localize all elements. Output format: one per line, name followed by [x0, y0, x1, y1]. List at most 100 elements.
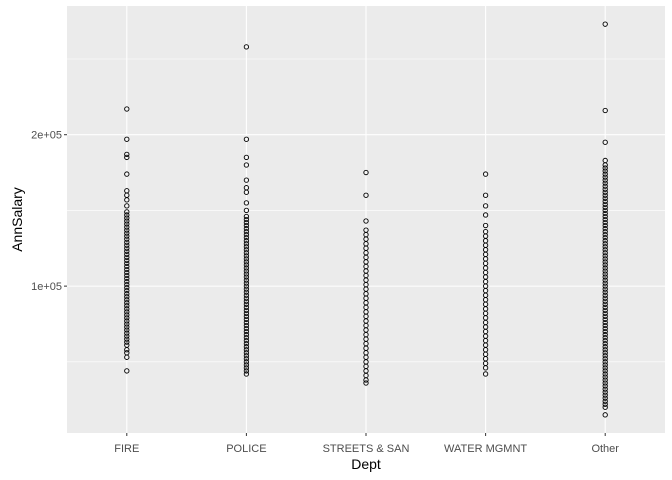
data-point [602, 271, 608, 277]
data-point [243, 200, 250, 206]
data-point [243, 265, 250, 271]
data-point [602, 337, 608, 344]
data-point [602, 280, 608, 286]
major-gridlines [67, 6, 665, 433]
data-point [243, 331, 250, 338]
data-point [482, 203, 489, 209]
data-point [602, 186, 608, 192]
x-tick-label: POLICE [226, 443, 266, 455]
data-point [243, 225, 250, 232]
data-point [243, 250, 250, 256]
data-point [602, 165, 608, 171]
data-point [602, 289, 608, 295]
data-point [602, 313, 608, 320]
data-point [243, 216, 250, 223]
data-point [124, 257, 130, 264]
x-axis-title: Dept [351, 456, 381, 472]
data-point [602, 235, 608, 241]
data-point [602, 195, 608, 201]
data-point [602, 213, 608, 220]
data-point [363, 377, 369, 383]
data-point [363, 192, 369, 198]
data-point [602, 377, 608, 383]
data-point [602, 180, 608, 186]
data-point [124, 300, 130, 306]
data-point [243, 268, 250, 274]
data-point [124, 306, 130, 312]
data-point [602, 374, 608, 380]
data-point [124, 233, 130, 239]
data-point [243, 44, 250, 50]
data-point [124, 297, 130, 303]
x-tick-label: WATER MGMNT [444, 443, 527, 455]
data-point [602, 310, 608, 317]
data-point [124, 266, 130, 273]
x-tick-label: STREETS & SAN [323, 443, 410, 455]
data-point [602, 262, 608, 268]
data-point [482, 371, 489, 377]
data-point [243, 298, 250, 304]
data-point [124, 260, 130, 267]
data-point [602, 362, 608, 368]
data-point [124, 215, 130, 221]
data-point [363, 380, 369, 386]
data-point [124, 154, 130, 161]
data-point [602, 356, 608, 362]
data-point [124, 171, 130, 177]
data-point [124, 230, 130, 236]
data-point [243, 274, 250, 280]
data-point [243, 189, 250, 195]
data-point [243, 271, 250, 277]
data-point [602, 298, 608, 304]
data-point [124, 242, 130, 248]
data-point [243, 344, 250, 350]
data-point [602, 304, 608, 310]
data-point [124, 221, 130, 227]
data-point [243, 307, 250, 314]
data-point [243, 219, 250, 226]
data-point [602, 371, 608, 377]
data-point [243, 350, 250, 356]
data-point [602, 398, 608, 404]
data-point [363, 169, 369, 176]
data-point [124, 327, 130, 333]
data-point [602, 207, 608, 214]
data-point [602, 204, 608, 211]
data-point [243, 322, 250, 329]
data-point [602, 222, 608, 229]
data-point [602, 341, 608, 347]
data-point [124, 368, 130, 374]
data-point [124, 254, 130, 261]
data-point [602, 277, 608, 283]
data-point [243, 286, 250, 292]
data-point [124, 218, 130, 224]
data-point [602, 162, 608, 168]
data-point [602, 177, 608, 183]
data-point [243, 177, 250, 183]
data-point [124, 324, 130, 330]
data-point [124, 339, 130, 345]
data-point [124, 315, 130, 321]
data-point [243, 207, 250, 214]
data-point [124, 294, 130, 300]
data-point [602, 256, 608, 262]
data-point [124, 312, 130, 318]
y-axis-ticks: 1e+05 2e+05 [31, 130, 67, 293]
data-point [243, 253, 250, 259]
data-point [243, 259, 250, 265]
data-point [602, 392, 608, 398]
data-point [243, 316, 250, 323]
data-point [602, 259, 608, 265]
data-point [363, 218, 369, 224]
data-point [124, 291, 130, 297]
data-point [124, 269, 130, 276]
data-point [124, 136, 130, 142]
data-point [243, 256, 250, 262]
data-point [124, 197, 130, 203]
data-point [602, 219, 608, 226]
x-tick-label: FIRE [114, 443, 139, 455]
data-point [243, 280, 250, 286]
data-point [602, 334, 608, 341]
data-point [124, 318, 130, 324]
data-point [602, 168, 608, 174]
